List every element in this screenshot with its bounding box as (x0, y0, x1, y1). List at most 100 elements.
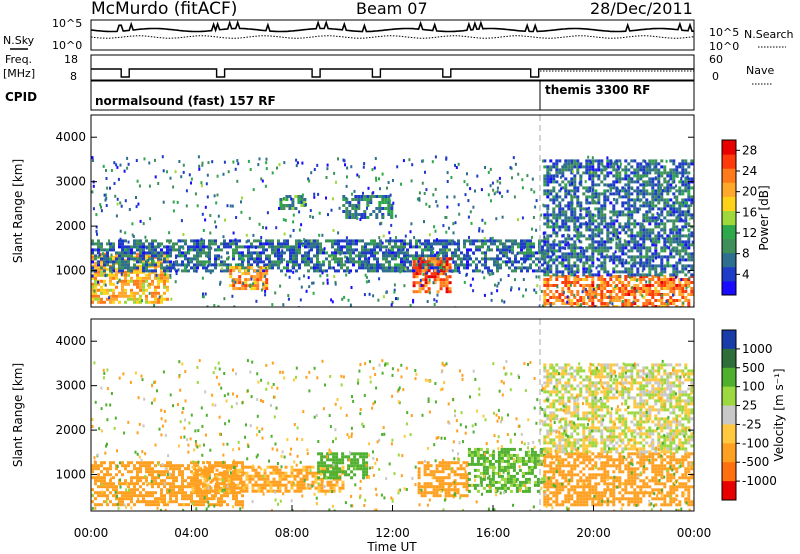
power-cell (618, 261, 622, 265)
power-cell (148, 184, 151, 188)
power-cell (633, 222, 637, 226)
power-cell (100, 245, 103, 249)
power-cell (639, 237, 643, 241)
power-cell (543, 302, 547, 305)
power-cell (627, 222, 631, 226)
power-cell (548, 172, 551, 176)
power-cell (630, 305, 634, 307)
power-cell (630, 249, 634, 253)
velocity-cell (196, 494, 199, 498)
power-cell (567, 302, 571, 305)
power-cell (276, 166, 278, 170)
velocity-cell (272, 483, 276, 487)
power-cell (594, 219, 598, 223)
power-cell (558, 168, 562, 172)
velocity-cell (221, 474, 225, 478)
velocity-cell (175, 476, 178, 480)
power-cell (330, 208, 333, 212)
power-cell (552, 189, 556, 193)
velocity-cell (118, 500, 121, 504)
power-cell (687, 246, 691, 250)
power-cell (591, 302, 595, 305)
power-cell (394, 254, 397, 258)
power-cell (678, 299, 682, 302)
power-colorbar-tick-label: 8 (742, 247, 750, 261)
power-cell (690, 243, 694, 247)
power-cell (469, 242, 472, 246)
power-cell (196, 248, 199, 252)
power-cell (328, 239, 331, 243)
power-cell (346, 248, 349, 252)
power-cell (573, 180, 577, 184)
velocity-cell (181, 482, 184, 486)
power-cell (142, 251, 145, 255)
power-cell (252, 188, 255, 192)
power-cell (573, 293, 576, 297)
power-cell (283, 239, 286, 243)
power-cell (645, 231, 649, 235)
power-cell (612, 186, 616, 190)
power-cell (609, 255, 613, 259)
power-cell (112, 300, 115, 304)
power-cell (687, 171, 691, 175)
power-cell (672, 162, 676, 166)
power-cell (489, 167, 492, 171)
power-cell (684, 219, 688, 223)
power-cell (660, 210, 664, 214)
power-cell (256, 287, 260, 291)
power-cell (214, 220, 217, 224)
power-cell (331, 254, 334, 258)
velocity-cell (181, 488, 184, 492)
power-cell (235, 281, 239, 285)
power-cell (469, 257, 472, 261)
power-cell (497, 281, 500, 285)
power-cell (94, 257, 97, 261)
velocity-cell (248, 474, 252, 478)
power-cell (415, 260, 419, 264)
power-cell (100, 270, 103, 274)
power-cell (525, 288, 527, 292)
velocity-cell (223, 500, 226, 504)
power-cell (371, 168, 374, 172)
power-cell (543, 296, 547, 299)
power-cell (564, 255, 568, 259)
power-cell (561, 270, 565, 274)
power-cell (274, 291, 277, 295)
velocity-cell (263, 474, 267, 478)
power-cell (136, 255, 139, 259)
power-cell (549, 258, 553, 262)
power-cell (514, 242, 517, 246)
power-cell (687, 222, 691, 226)
velocity-cell (203, 465, 207, 469)
power-cell (370, 250, 373, 254)
power-cell (238, 254, 241, 258)
power-cell (651, 284, 655, 287)
power-cell (526, 251, 529, 255)
power-cell (678, 165, 682, 169)
power-cell (387, 198, 391, 201)
power-cell (262, 242, 265, 246)
power-cell (582, 255, 586, 259)
velocity-cell (142, 482, 145, 486)
power-cell (612, 275, 616, 278)
power-cell (433, 257, 437, 261)
power-cell (229, 284, 233, 288)
power-cell (288, 275, 291, 279)
power-cell (252, 282, 254, 286)
power-cell (250, 242, 253, 246)
power-cell (154, 239, 157, 243)
power-cell (202, 245, 205, 249)
power-cell (645, 237, 649, 241)
power-cell (130, 251, 133, 255)
power-cell (663, 287, 667, 290)
power-cell (639, 162, 643, 166)
power-cell (532, 216, 535, 219)
velocity-cell (154, 500, 157, 504)
power-cell (590, 170, 593, 174)
power-cell (321, 271, 324, 275)
power-cell (648, 264, 652, 268)
power-cell (496, 186, 499, 190)
power-cell (357, 195, 361, 198)
power-cell (555, 213, 559, 217)
power-colorbar-swatch (722, 266, 736, 282)
